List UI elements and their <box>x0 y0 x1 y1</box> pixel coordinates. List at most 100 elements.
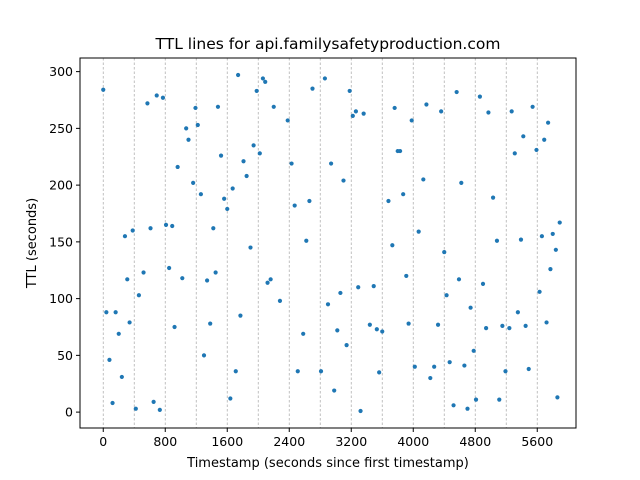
data-point <box>432 364 437 369</box>
data-point <box>550 231 555 237</box>
data-point <box>358 408 363 414</box>
data-point <box>205 278 210 283</box>
y-axis-label: TTL (seconds) <box>25 198 40 289</box>
data-point <box>230 186 235 191</box>
data-point <box>241 159 246 164</box>
data-point <box>374 327 379 332</box>
data-point <box>444 293 449 298</box>
data-point <box>542 137 547 142</box>
data-point <box>412 364 417 369</box>
data-point <box>486 110 491 115</box>
data-point <box>548 267 553 272</box>
data-point <box>225 206 230 212</box>
data-point <box>191 180 196 185</box>
data-point <box>380 329 385 334</box>
y-tick-label: 0 <box>65 405 73 420</box>
data-point <box>175 164 180 170</box>
data-point <box>260 76 265 81</box>
data-point <box>537 289 542 294</box>
y-tick-label: 150 <box>49 234 73 249</box>
x-tick-label: 5600 <box>521 434 553 449</box>
data-point <box>201 353 207 358</box>
data-point <box>271 104 276 109</box>
data-point <box>523 323 528 328</box>
data-point <box>544 320 549 325</box>
data-point <box>484 326 489 331</box>
x-tick-label: 1600 <box>211 434 243 449</box>
data-point <box>507 326 512 331</box>
data-point <box>465 406 470 411</box>
data-point <box>172 324 177 330</box>
data-point <box>295 369 300 374</box>
data-point <box>148 226 153 231</box>
data-point <box>477 94 482 99</box>
data-point <box>497 397 502 402</box>
data-point <box>145 101 150 106</box>
data-point <box>136 293 141 298</box>
data-point <box>208 321 213 326</box>
data-point <box>500 323 505 328</box>
data-point <box>512 151 517 156</box>
data-point <box>289 161 294 166</box>
data-point <box>277 298 283 303</box>
data-point <box>356 285 361 290</box>
x-tick-label: 800 <box>153 434 177 449</box>
data-point <box>160 95 166 100</box>
data-point <box>154 93 159 98</box>
data-point <box>248 245 253 250</box>
data-point <box>406 321 411 326</box>
data-point <box>170 223 175 229</box>
data-point <box>341 178 346 183</box>
data-point <box>141 270 146 275</box>
data-point <box>335 328 340 333</box>
x-axis-label: Timestamp (seconds since first timestamp… <box>186 456 469 471</box>
data-point <box>257 151 262 156</box>
data-point <box>238 313 243 318</box>
x-tick-label: 4000 <box>397 434 429 449</box>
data-point <box>301 331 306 336</box>
data-point <box>110 400 115 406</box>
x-tick-label: 4800 <box>459 434 491 449</box>
data-point <box>265 280 270 285</box>
data-point <box>471 348 476 353</box>
data-point <box>424 102 429 107</box>
x-tick-label: 0 <box>99 434 107 449</box>
data-point <box>521 134 526 139</box>
data-point <box>222 196 227 201</box>
data-point <box>473 397 479 402</box>
data-point <box>397 148 403 154</box>
data-point <box>421 177 426 182</box>
data-point <box>353 109 358 114</box>
data-point <box>555 395 560 400</box>
data-points <box>101 72 562 414</box>
data-point <box>454 89 459 95</box>
data-point <box>447 360 452 365</box>
data-point <box>468 305 473 310</box>
data-point <box>456 277 462 282</box>
data-point <box>322 76 327 81</box>
y-tick-label: 250 <box>49 121 73 136</box>
data-point <box>318 369 324 374</box>
x-tick-label: 3200 <box>335 434 367 449</box>
data-point <box>157 407 162 412</box>
data-point <box>386 198 391 204</box>
data-point <box>113 310 118 315</box>
chart-title: TTL lines for api.familysafetyproduction… <box>155 35 501 53</box>
y-tick-label: 200 <box>49 178 73 193</box>
data-point <box>116 331 121 336</box>
y-axis-ticks: 0 50 100 150 200 250 300 <box>49 64 80 420</box>
data-point <box>233 369 238 374</box>
data-point <box>344 343 349 348</box>
data-point <box>215 104 221 109</box>
data-point <box>361 111 366 116</box>
data-point <box>195 122 200 128</box>
data-point <box>494 238 500 243</box>
data-point <box>180 276 185 281</box>
data-point <box>163 222 169 227</box>
data-point <box>526 366 531 372</box>
data-point <box>251 143 256 148</box>
data-point <box>509 109 514 114</box>
data-point <box>546 120 551 125</box>
data-point <box>133 406 138 411</box>
x-axis-ticks: 0 800 1600 2400 3200 4000 4800 5600 <box>99 428 553 449</box>
